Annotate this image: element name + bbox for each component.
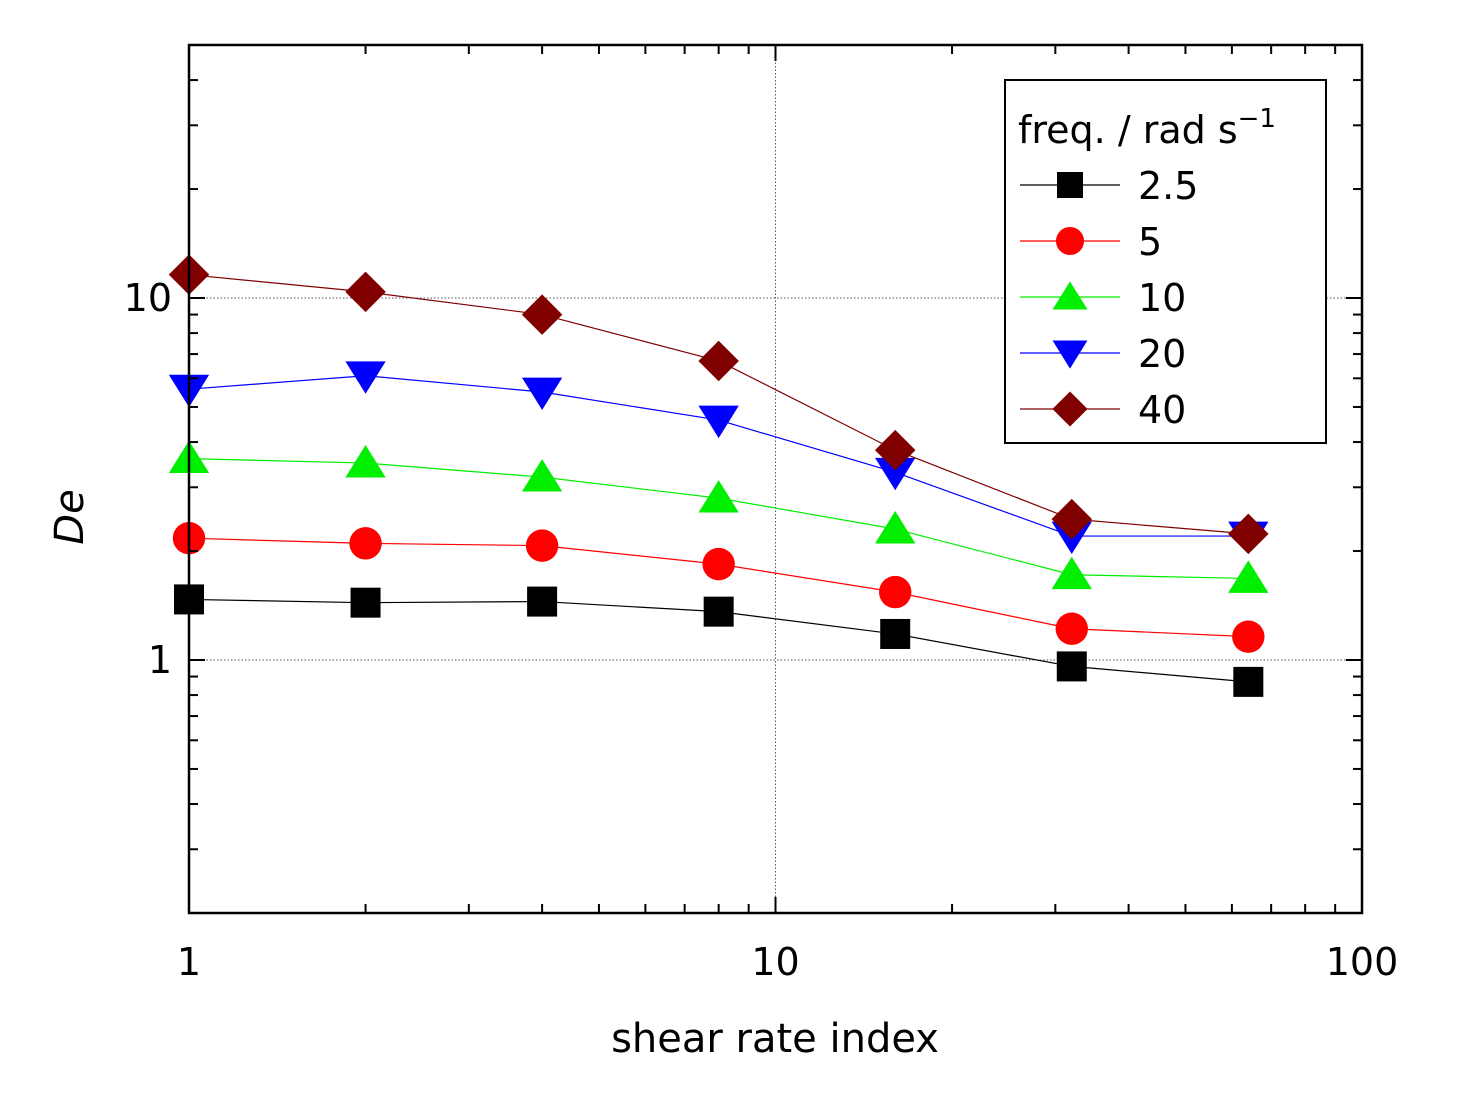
legend-entry: 40 [1020, 388, 1186, 432]
data-point [345, 361, 386, 394]
data-point [698, 340, 739, 382]
data-point [698, 405, 739, 439]
data-point [880, 618, 911, 649]
data-point [874, 429, 916, 471]
x-tick-label: 10 [751, 940, 799, 984]
x-tick-label: 100 [1326, 940, 1399, 984]
data-point [1233, 666, 1264, 697]
legend-entry: 2.5 [1020, 164, 1198, 208]
data-point [345, 445, 386, 478]
data-point [879, 575, 912, 609]
tick-labels: 1 10 100 1 10 [124, 276, 1399, 984]
data-point [698, 480, 739, 513]
x-axis-title: shear rate index [611, 1016, 939, 1062]
data-point [703, 596, 734, 627]
legend-title: freq. / rad s−1 [1018, 104, 1276, 152]
legend-marker [1052, 281, 1088, 310]
data-point [525, 529, 559, 562]
legend-label: 10 [1138, 276, 1186, 320]
data-point [1051, 556, 1092, 590]
legend: freq. / rad s−1 2.5 5 10 20 40 [1004, 79, 1327, 444]
legend-entry: 20 [1020, 332, 1186, 376]
y-axis-title: De [47, 489, 93, 544]
data-point [1228, 513, 1269, 555]
y-tick-label: 1 [148, 638, 172, 682]
legend-label: 40 [1138, 388, 1186, 432]
legend-entry: 10 [1020, 276, 1186, 320]
legend-label: 5 [1138, 220, 1162, 264]
x-tick-label: 1 [177, 940, 201, 984]
axis-ticks [188, 44, 1362, 914]
legend-marker [1055, 226, 1085, 256]
series-2.5 [174, 584, 1264, 697]
series-5 [172, 521, 1265, 653]
legend-box [1004, 79, 1327, 444]
legend-entry: 5 [1020, 220, 1162, 264]
data-point [875, 457, 916, 491]
legend-marker [1057, 172, 1083, 198]
data-point [521, 377, 563, 410]
series-40 [168, 254, 1269, 555]
legend-marker [1052, 391, 1088, 427]
data-point [527, 586, 558, 617]
data-point [1228, 560, 1269, 593]
data-point [521, 459, 563, 492]
data-point [350, 587, 381, 618]
data-point [1232, 620, 1265, 653]
data-point [345, 271, 386, 313]
legend-title-superscript: −1 [1238, 104, 1276, 134]
data-point [1051, 498, 1093, 540]
data-point [521, 294, 563, 335]
data-point [1056, 651, 1087, 682]
legend-marker [1052, 340, 1088, 369]
data-point [1055, 612, 1088, 645]
data-point [702, 547, 735, 581]
data-point [875, 511, 916, 544]
y-tick-label: 10 [124, 276, 172, 320]
legend-entries: 2.5 5 10 20 40 [1020, 164, 1198, 432]
legend-label: 20 [1138, 332, 1186, 376]
data-point [349, 527, 382, 560]
legend-label: 2.5 [1138, 164, 1198, 208]
